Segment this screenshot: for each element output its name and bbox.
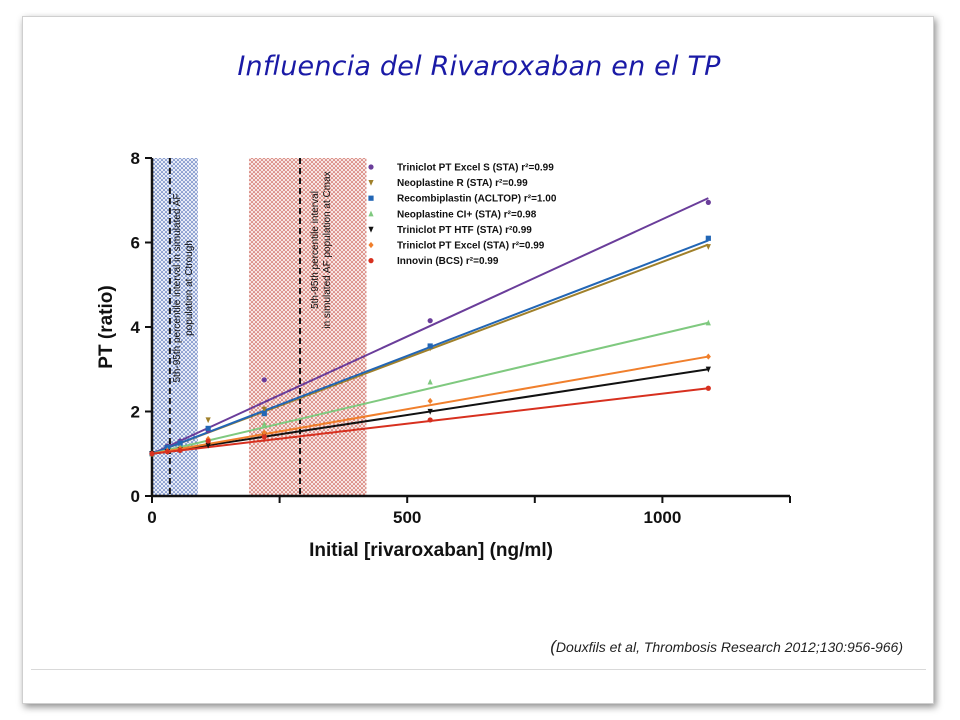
- citation-text: Douxfils et al, Thrombosis Research 2012…: [555, 639, 903, 655]
- data-point: [177, 447, 183, 453]
- slide-title: Influencia del Rivaroxaban en el TP: [237, 51, 721, 82]
- data-point: [427, 397, 433, 405]
- fit-line-6: [151, 355, 709, 455]
- data-point: [205, 425, 211, 431]
- legend-marker: [368, 180, 374, 186]
- x-tick-label: 0: [147, 508, 156, 527]
- data-point: [705, 385, 711, 391]
- chart: 5th-95th percentile interval in simulate…: [96, 149, 791, 561]
- y-tick-label: 2: [131, 403, 140, 422]
- data-point: [705, 319, 711, 326]
- y-axis-title: PT (ratio): [96, 285, 117, 368]
- data-point: [149, 451, 155, 457]
- y-tick-label: 0: [131, 487, 140, 506]
- data-point: [164, 449, 170, 455]
- data-point: [427, 408, 433, 415]
- band-2: [248, 158, 367, 496]
- data-point: [427, 318, 433, 324]
- legend-entry: Triniclot PT HTF (STA) r²0.99: [397, 225, 532, 236]
- y-tick-label: 4: [131, 318, 141, 337]
- data-point: [261, 420, 267, 427]
- fit-line-4: [151, 321, 709, 455]
- legend-entry: Triniclot PT Excel S (STA) r²=0.99: [397, 163, 554, 174]
- data-point: [427, 343, 433, 349]
- legend-marker: [368, 195, 374, 201]
- data-point: [205, 442, 211, 449]
- legend-entry: Triniclot PT Excel (STA) r²=0.99: [397, 241, 545, 252]
- data-point: [427, 378, 433, 385]
- band-2-annotation: 5th-95th percentile intervalin simulated…: [310, 171, 333, 328]
- legend-entry: Recombiplastin (ACLTOP) r²=1.00: [397, 194, 557, 205]
- data-point: [705, 244, 711, 250]
- legend-entry: Neoplastine CI+ (STA) r²=0.98: [397, 209, 537, 220]
- data-point: [261, 434, 267, 440]
- data-point: [205, 438, 211, 444]
- band-annotation-line: population at Ctrough: [184, 240, 195, 336]
- data-point: [177, 440, 183, 446]
- data-point: [705, 366, 711, 373]
- x-tick-label: 1000: [643, 508, 681, 527]
- data-point: [705, 235, 711, 241]
- data-point: [705, 353, 711, 360]
- slide: Influencia del Rivaroxaban en el TP 5th-…: [22, 16, 934, 704]
- band-annotation-line: 5th-95th percentile interval: [310, 191, 321, 309]
- band-1-annotation: 5th-95th percentile interval in simulate…: [172, 194, 195, 383]
- band-annotation-line: 5th-95th percentile interval in simulate…: [172, 194, 183, 383]
- x-axis-title: Initial [rivaroxaban] (ng/ml): [309, 540, 553, 561]
- citation-open-paren: (: [550, 637, 556, 656]
- footer-divider: [31, 669, 926, 670]
- axes: 0 2 4 6 8 0 500 1000 Initial [rivaroxaban] (ng/m…: [96, 149, 791, 561]
- data-point: [261, 377, 267, 383]
- legend: Triniclot PT Excel S (STA) r²=0.99 Neopla…: [368, 163, 557, 267]
- citation: (Douxfils et al, Thrombosis Research 201…: [23, 637, 903, 657]
- y-tick-label: 6: [131, 234, 140, 253]
- data-point: [261, 411, 267, 417]
- data-point: [427, 417, 433, 423]
- legend-marker: [368, 226, 374, 233]
- legend-marker: [368, 164, 374, 170]
- legend-marker: [368, 210, 374, 217]
- data-points: [149, 199, 711, 457]
- data-point: [705, 199, 711, 205]
- y-tick-label: 8: [131, 149, 140, 168]
- fit-lines: [151, 197, 709, 455]
- legend-entry: Neoplastine R (STA) r²=0.99: [397, 178, 528, 189]
- legend-marker: [368, 258, 374, 264]
- legend-marker: [368, 241, 374, 249]
- legend-entry: Innovin (BCS) r²=0.99: [397, 256, 499, 267]
- band-annotation-line: in simulated AF population at Cmax: [322, 171, 333, 328]
- fit-line-1: [151, 197, 709, 455]
- x-tick-label: 500: [393, 508, 421, 527]
- data-point: [205, 417, 211, 424]
- data-point: [261, 406, 267, 413]
